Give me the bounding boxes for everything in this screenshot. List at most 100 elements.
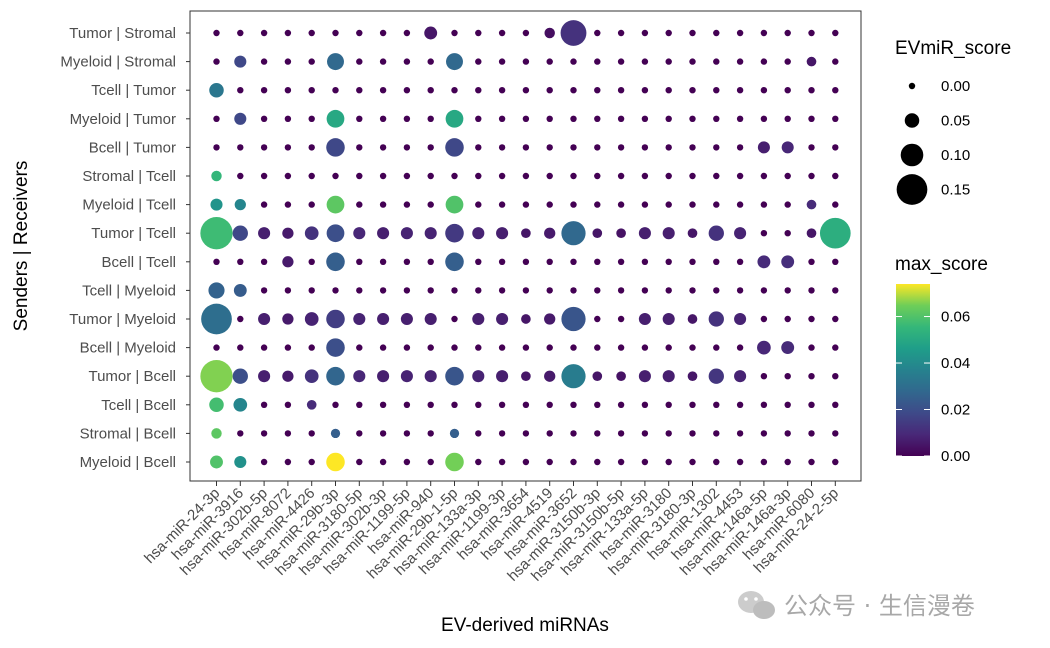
size-legend-key	[896, 174, 928, 205]
data-point	[832, 29, 839, 37]
data-point	[475, 87, 482, 94]
wechat-icon	[738, 591, 775, 619]
data-point	[424, 227, 437, 240]
data-point	[282, 227, 294, 239]
data-point	[832, 201, 839, 208]
size-legend: EVmiR_score 0.00 0.05 0.10 0.15	[895, 38, 1011, 205]
data-point	[475, 115, 482, 123]
data-point	[332, 87, 339, 94]
data-point	[379, 172, 387, 180]
data-point	[403, 172, 411, 180]
data-point	[570, 287, 577, 294]
data-point	[200, 360, 233, 393]
data-point	[832, 458, 839, 466]
data-point	[498, 29, 506, 37]
data-point	[641, 29, 649, 37]
data-point	[213, 258, 220, 265]
data-point	[561, 306, 586, 332]
y-tick-label: Tumor | Myeloid	[69, 311, 176, 328]
data-point	[522, 87, 530, 94]
data-point	[356, 29, 363, 37]
data-point	[570, 430, 577, 437]
data-point	[233, 283, 247, 297]
x-axis-title: EV-derived miRNAs	[441, 615, 609, 636]
data-point	[713, 144, 720, 151]
data-point	[308, 430, 315, 437]
data-point	[327, 53, 344, 71]
data-point	[760, 29, 768, 37]
data-point	[451, 315, 458, 323]
y-tick-label: Tcell | Myeloid	[82, 282, 176, 299]
color-legend-label: 0.02	[941, 402, 970, 419]
data-point	[496, 370, 509, 383]
data-point	[544, 313, 556, 325]
data-point	[260, 115, 268, 123]
data-point	[284, 344, 292, 351]
data-point	[734, 227, 747, 240]
data-point	[641, 115, 649, 123]
data-point	[665, 458, 672, 466]
data-point	[356, 58, 363, 65]
data-point	[713, 287, 720, 294]
data-point	[427, 458, 434, 466]
data-point	[237, 144, 244, 151]
data-point	[560, 20, 587, 46]
data-point	[232, 225, 248, 241]
data-point	[760, 287, 768, 294]
data-point	[237, 315, 244, 323]
data-point	[594, 287, 601, 294]
data-point	[304, 312, 319, 326]
data-point	[760, 401, 768, 408]
data-point	[760, 58, 768, 65]
data-point	[326, 338, 345, 357]
size-legend-key	[908, 82, 916, 90]
data-point	[284, 144, 292, 151]
data-point	[808, 144, 815, 151]
data-point	[736, 87, 744, 94]
data-point	[784, 430, 791, 437]
data-point	[237, 172, 244, 180]
y-axis-title: Senders | Receivers	[11, 161, 32, 332]
data-point	[832, 144, 839, 151]
data-point	[546, 87, 553, 94]
data-point	[449, 428, 460, 439]
data-point	[379, 58, 387, 65]
data-point	[498, 258, 506, 265]
data-point	[784, 287, 791, 294]
data-point	[400, 227, 413, 240]
data-point	[424, 312, 437, 326]
data-point	[521, 228, 531, 239]
data-point	[665, 87, 672, 94]
data-point	[446, 53, 463, 71]
data-point	[427, 115, 434, 123]
data-point	[546, 344, 553, 351]
data-point	[592, 371, 603, 382]
data-point	[616, 371, 626, 382]
data-point	[326, 224, 345, 243]
data-point	[260, 58, 268, 65]
data-point	[546, 287, 553, 294]
data-point	[638, 312, 651, 326]
data-point	[617, 258, 625, 265]
data-point	[427, 201, 434, 208]
data-point	[475, 144, 482, 151]
data-point	[308, 115, 315, 123]
data-point	[472, 312, 485, 326]
data-point	[234, 198, 246, 211]
data-point	[498, 458, 506, 466]
data-point	[736, 430, 744, 437]
data-point	[379, 430, 387, 437]
data-point	[233, 397, 248, 412]
data-point	[641, 458, 649, 466]
data-point	[498, 344, 506, 351]
data-point	[209, 397, 224, 413]
data-point	[403, 287, 411, 294]
data-point	[570, 401, 577, 408]
data-point	[237, 258, 244, 265]
data-point	[665, 29, 672, 37]
data-point	[308, 58, 315, 65]
data-point	[641, 344, 649, 351]
data-point	[665, 144, 672, 151]
y-tick-label: Tumor | Bcell	[88, 368, 176, 385]
